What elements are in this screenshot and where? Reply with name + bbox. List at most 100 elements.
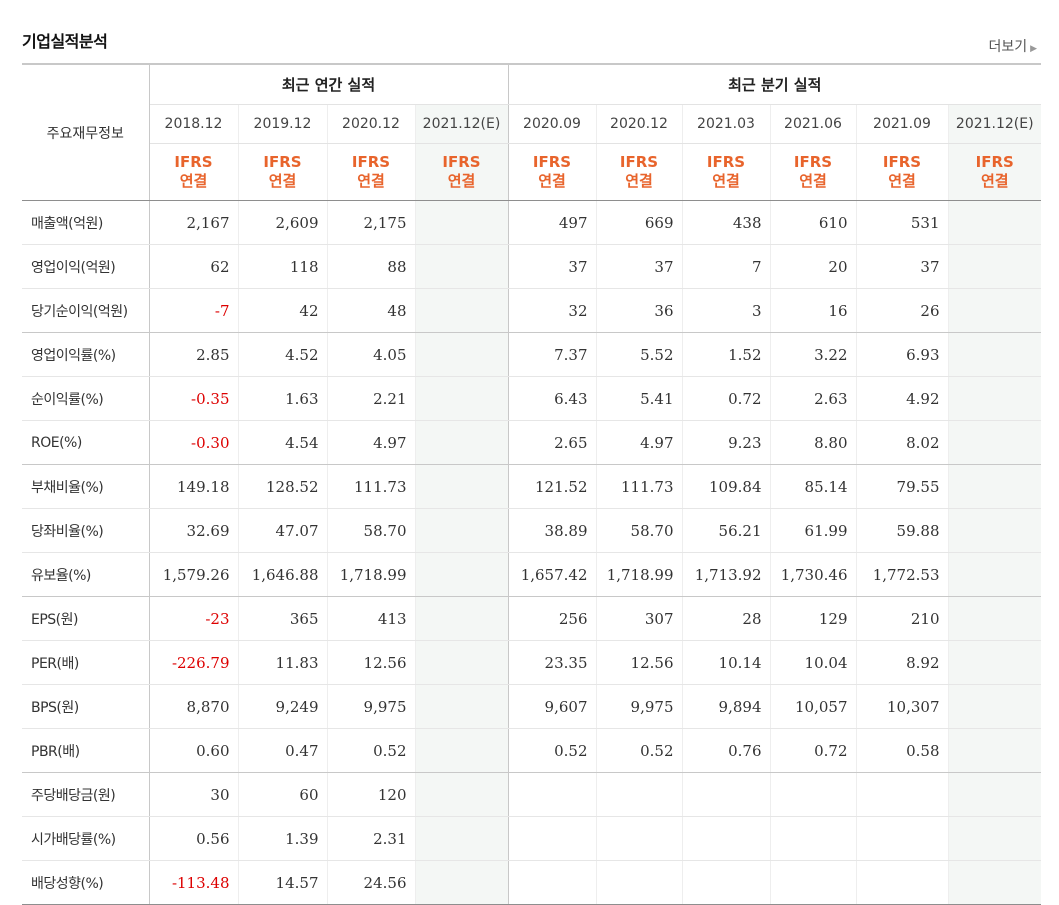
ifrs-text: IFRS xyxy=(442,153,481,171)
quarter-value-cell xyxy=(947,596,1041,641)
quarter-value-cell: 1,657.42 xyxy=(507,552,596,597)
quarter-value-cell xyxy=(947,728,1041,773)
quarter-value-cell: 0.52 xyxy=(507,728,596,773)
quarter-value-cell xyxy=(855,816,948,861)
annual-date-header: 2021.12(E) xyxy=(414,104,508,144)
consolidated-text: 연결 xyxy=(799,172,827,190)
annual-value-cell: 120 xyxy=(326,772,415,817)
table-row: 시가배당률(%) 0.56 1.39 2.31 xyxy=(22,816,1041,861)
more-link[interactable]: 더보기 ▶ xyxy=(988,36,1037,56)
ifrs-text: IFRS xyxy=(793,153,833,171)
quarter-value-cell: 28 xyxy=(681,596,770,641)
quarter-value-cell: 37 xyxy=(507,244,596,289)
annual-value-cell: 413 xyxy=(326,596,415,641)
quarter-value-cell xyxy=(947,376,1041,421)
annual-value-cell xyxy=(414,332,508,377)
quarter-value-cell: 531 xyxy=(855,200,948,245)
row-label: 영업이익률(%) xyxy=(22,332,150,377)
quarter-value-cell: 438 xyxy=(681,200,770,245)
ifrs-consolidated-label: IFRS 연결 xyxy=(855,143,948,201)
quarter-value-cell xyxy=(855,772,948,817)
quarter-value-cell: 9,894 xyxy=(681,684,770,729)
quarter-value-cell: 16 xyxy=(769,288,856,333)
ifrs-text: IFRS xyxy=(619,153,659,171)
quarter-value-cell: 10,057 xyxy=(769,684,856,729)
quarter-value-cell xyxy=(947,860,1041,905)
quarter-value-cell: 307 xyxy=(595,596,682,641)
quarter-value-cell xyxy=(947,464,1041,509)
annual-value-cell: 365 xyxy=(237,596,327,641)
consolidated-text: 연결 xyxy=(888,172,916,190)
annual-group-header: 최근 연간 실적 xyxy=(149,63,508,105)
annual-value-cell xyxy=(414,200,508,245)
table-row: 영업이익률(%) 2.85 4.52 4.05 7.37 5.52 1.52 3.22 6.93 xyxy=(22,332,1041,377)
quarter-value-cell: 7 xyxy=(681,244,770,289)
row-label: 당기순이익(억원) xyxy=(22,288,150,333)
quarter-value-cell: 111.73 xyxy=(595,464,682,509)
ifrs-text: IFRS xyxy=(174,153,213,171)
ifrs-text: IFRS xyxy=(532,153,572,171)
annual-value-cell xyxy=(414,596,508,641)
table-row: 주당배당금(원) 30 60 120 xyxy=(22,772,1041,817)
quarter-date-header: 2020.09 xyxy=(507,104,596,144)
row-label: 주당배당금(원) xyxy=(22,772,150,817)
ifrs-text: IFRS xyxy=(882,153,922,171)
table-row: 영업이익(억원) 62 118 88 37 37 7 20 37 xyxy=(22,244,1041,289)
quarter-value-cell: 2.65 xyxy=(507,420,596,465)
annual-value-cell xyxy=(414,772,508,817)
annual-value-cell xyxy=(414,728,508,773)
quarter-value-cell xyxy=(595,860,682,905)
quarter-value-cell: 8.02 xyxy=(855,420,948,465)
annual-value-cell: 4.54 xyxy=(237,420,327,465)
ifrs-consolidated-label: IFRS 연결 xyxy=(326,143,415,201)
row-label: 시가배당률(%) xyxy=(22,816,150,861)
quarter-value-cell: 256 xyxy=(507,596,596,641)
annual-value-cell: 12.56 xyxy=(326,640,415,685)
annual-value-cell xyxy=(414,684,508,729)
ifrs-consolidated-label: IFRS 연결 xyxy=(414,143,508,201)
annual-value-cell: 0.47 xyxy=(237,728,327,773)
quarter-value-cell: 37 xyxy=(595,244,682,289)
quarter-value-cell xyxy=(947,420,1041,465)
quarter-value-cell: 37 xyxy=(855,244,948,289)
quarter-value-cell: 5.52 xyxy=(595,332,682,377)
quarter-value-cell: 8.80 xyxy=(769,420,856,465)
annual-value-cell xyxy=(414,640,508,685)
consolidated-text: 연결 xyxy=(179,172,208,190)
quarter-value-cell: 0.58 xyxy=(855,728,948,773)
row-label: 당좌비율(%) xyxy=(22,508,150,553)
quarter-value-cell xyxy=(947,288,1041,333)
annual-value-cell: -0.30 xyxy=(148,420,238,465)
quarter-value-cell: 7.37 xyxy=(507,332,596,377)
annual-value-cell: 2.31 xyxy=(326,816,415,861)
annual-value-cell: 2,609 xyxy=(237,200,327,245)
quarter-value-cell: 32 xyxy=(507,288,596,333)
quarter-value-cell xyxy=(595,816,682,861)
annual-value-cell: 4.05 xyxy=(326,332,415,377)
annual-value-cell: -226.79 xyxy=(148,640,238,685)
table-row: 부채비율(%) 149.18 128.52 111.73 121.52 111.73 109… xyxy=(22,464,1041,509)
quarter-value-cell: 26 xyxy=(855,288,948,333)
quarter-value-cell: 8.92 xyxy=(855,640,948,685)
table-row: 순이익률(%) -0.35 1.63 2.21 6.43 5.41 0.72 2.63 4.92 xyxy=(22,376,1041,421)
annual-value-cell: 111.73 xyxy=(326,464,415,509)
row-label: 유보율(%) xyxy=(22,552,150,597)
consolidated-text: 연결 xyxy=(538,172,566,190)
annual-value-cell: 4.52 xyxy=(237,332,327,377)
annual-value-cell: 0.56 xyxy=(148,816,238,861)
quarter-value-cell: 10.14 xyxy=(681,640,770,685)
quarter-value-cell: 3.22 xyxy=(769,332,856,377)
annual-value-cell: 2.21 xyxy=(326,376,415,421)
annual-value-cell: 1,579.26 xyxy=(148,552,238,597)
annual-value-cell: 47.07 xyxy=(237,508,327,553)
quarter-value-cell: 109.84 xyxy=(681,464,770,509)
annual-value-cell xyxy=(414,288,508,333)
annual-value-cell: -113.48 xyxy=(148,860,238,905)
table-row: 유보율(%) 1,579.26 1,646.88 1,718.99 1,657.42 1,… xyxy=(22,552,1041,597)
quarter-value-cell: 1.52 xyxy=(681,332,770,377)
table-row: ROE(%) -0.30 4.54 4.97 2.65 4.97 9.23 8.80 8.02 xyxy=(22,420,1041,465)
quarter-value-cell: 10.04 xyxy=(769,640,856,685)
annual-date-header: 2018.12 xyxy=(148,104,238,144)
annual-value-cell xyxy=(414,552,508,597)
quarter-value-cell: 85.14 xyxy=(769,464,856,509)
